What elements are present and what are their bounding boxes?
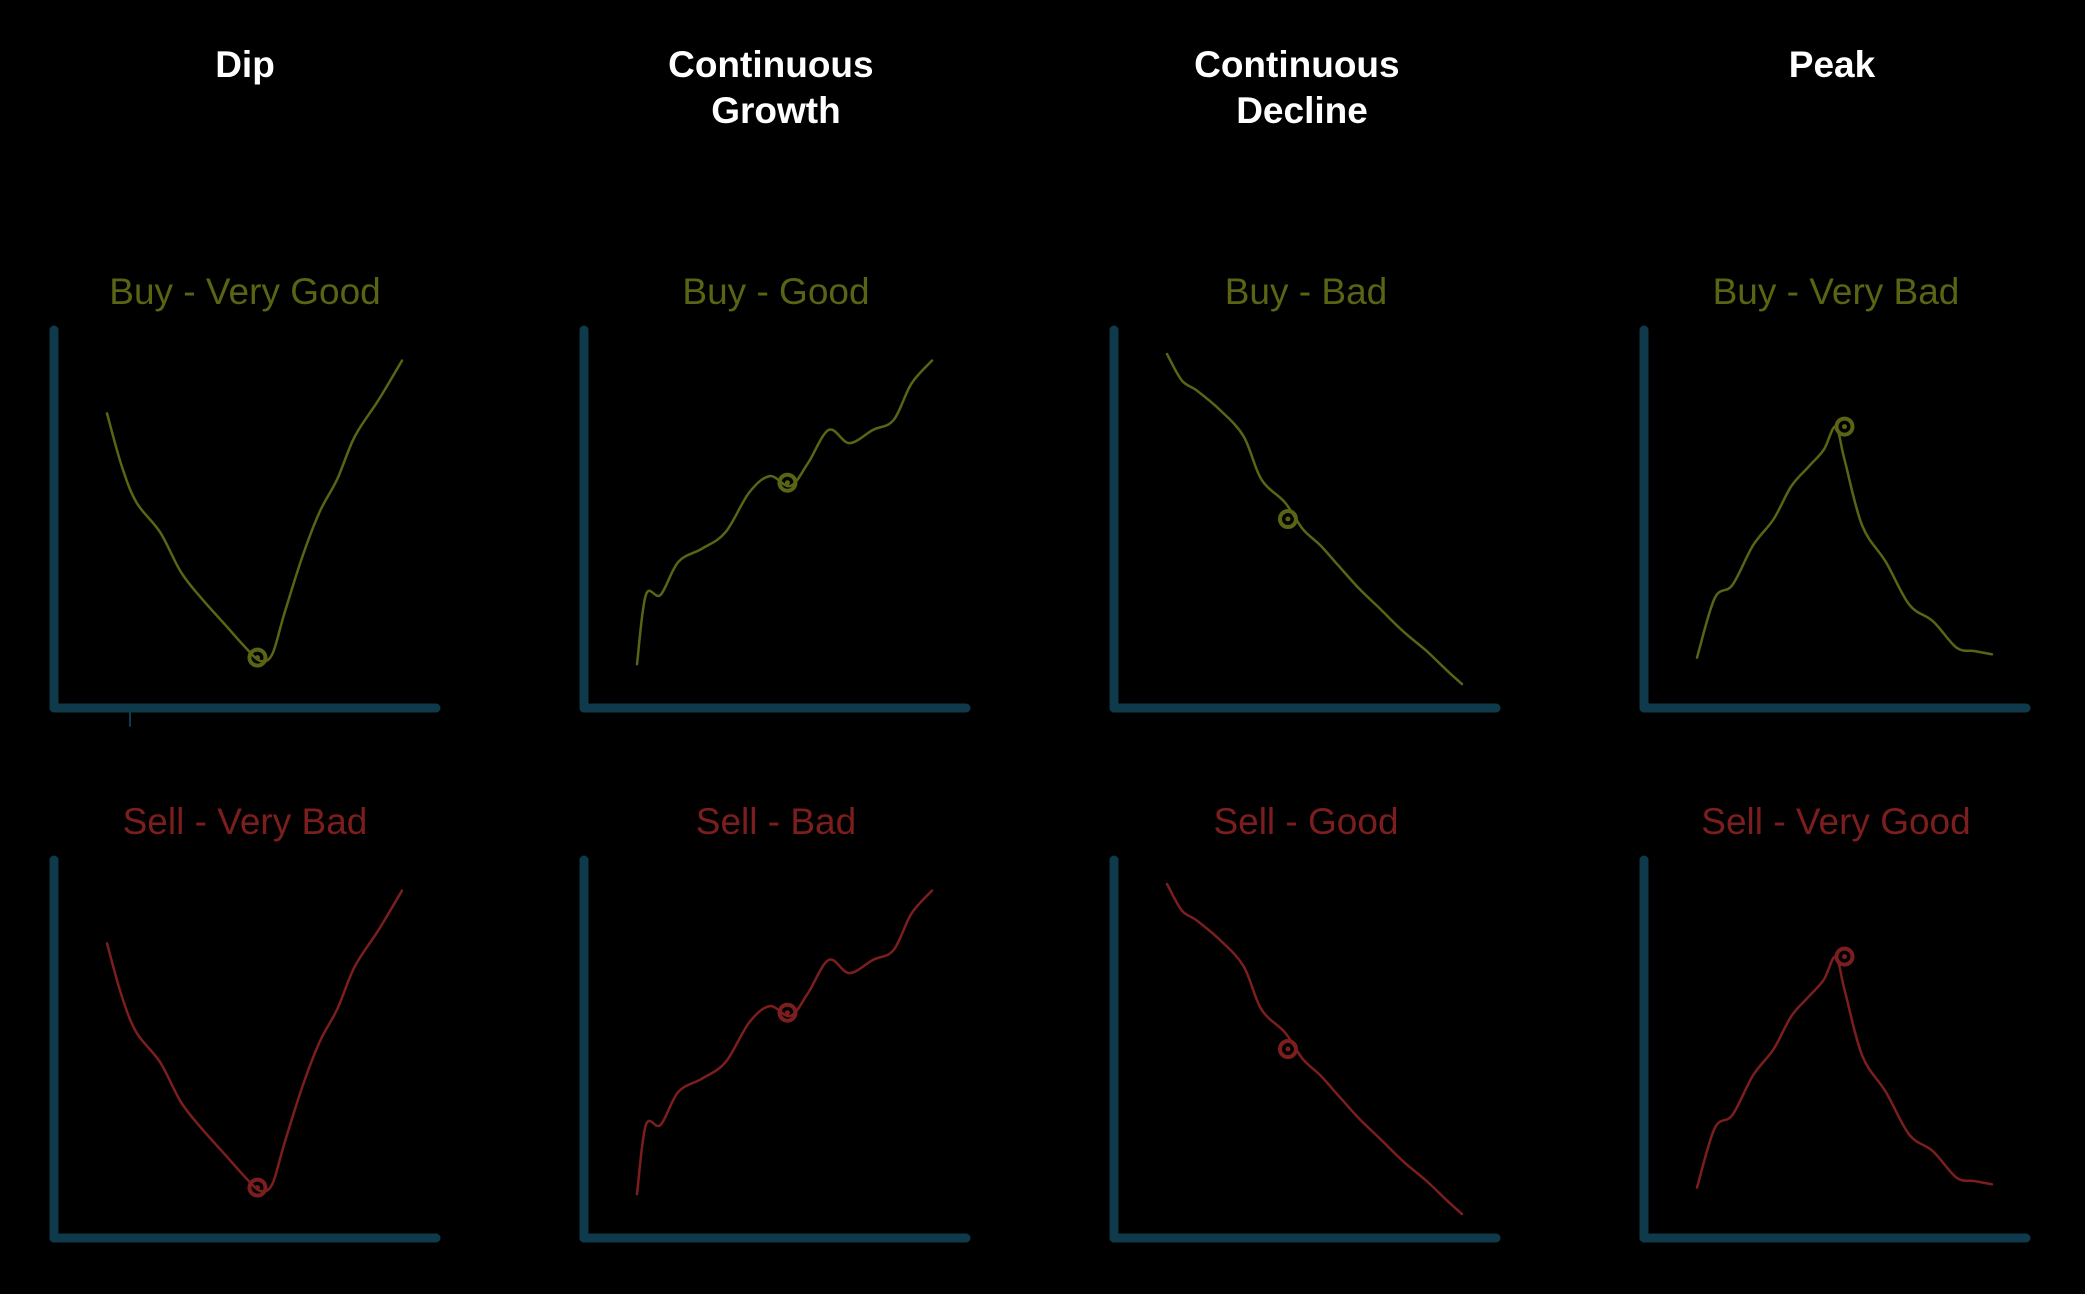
chart-buy-continuous-growth <box>579 325 971 713</box>
chart-sell-continuous-decline <box>1109 855 1501 1243</box>
chart-sell-continuous-growth <box>579 855 971 1243</box>
heading-continuous-growth-line-2: Growth <box>711 90 840 131</box>
marker-dot-buy-continuous-growth <box>784 480 790 486</box>
marker-sell-peak <box>1834 946 1855 967</box>
marker-sell-continuous-growth <box>777 1002 798 1023</box>
label-sell-continuous-decline: Sell - Good <box>1213 801 1398 842</box>
chart-sell-dip <box>49 855 441 1243</box>
chart-buy-peak <box>1639 325 2031 713</box>
heading-continuous-decline: Continuous Decline <box>1194 44 1410 131</box>
heading-continuous-decline-line-2: Decline <box>1236 90 1368 131</box>
label-sell-continuous-growth: Sell - Bad <box>696 801 856 842</box>
trend-line-sell-continuous-decline <box>1165 882 1464 1216</box>
marker-buy-continuous-decline <box>1277 509 1298 529</box>
marker-buy-peak <box>1834 416 1855 437</box>
chart-buy-dip <box>49 325 441 713</box>
heading-continuous-growth: Continuous Growth <box>668 44 884 131</box>
heading-continuous-decline-line-1: Continuous <box>1194 44 1400 85</box>
heading-continuous-growth-line-1: Continuous <box>668 44 874 85</box>
marker-dot-sell-continuous-growth <box>784 1010 790 1016</box>
chart-sell-peak <box>1639 855 2031 1243</box>
marker-dot-buy-peak <box>1842 424 1847 430</box>
marker-dot-sell-peak <box>1842 954 1847 960</box>
marker-buy-continuous-growth <box>777 472 798 493</box>
marker-sell-continuous-decline <box>1277 1039 1298 1059</box>
label-buy-dip: Buy - Very Good <box>109 271 380 312</box>
heading-peak-line-1: Peak <box>1789 44 1876 85</box>
trend-line-buy-continuous-decline <box>1165 352 1464 686</box>
trend-line-buy-dip <box>105 359 404 663</box>
marker-dot-buy-continuous-decline <box>1285 516 1291 522</box>
marker-dot-sell-dip <box>254 1185 260 1191</box>
charts-layer <box>49 325 2031 1243</box>
label-buy-continuous-growth: Buy - Good <box>682 271 869 312</box>
trend-line-sell-dip <box>105 889 404 1193</box>
label-buy-peak: Buy - Very Bad <box>1713 271 1960 312</box>
marker-sell-dip <box>247 1177 268 1198</box>
heading-peak: Peak <box>1789 44 1876 85</box>
marker-buy-dip <box>247 647 268 668</box>
label-sell-peak: Sell - Very Good <box>1701 801 1970 842</box>
marker-dot-buy-dip <box>254 655 260 661</box>
label-buy-continuous-decline: Buy - Bad <box>1225 271 1387 312</box>
marker-dot-sell-continuous-decline <box>1285 1046 1291 1052</box>
heading-dip: Dip <box>215 44 275 85</box>
heading-dip-line-1: Dip <box>215 44 275 85</box>
label-sell-dip: Sell - Very Bad <box>123 801 368 842</box>
chart-buy-continuous-decline <box>1109 325 1501 713</box>
